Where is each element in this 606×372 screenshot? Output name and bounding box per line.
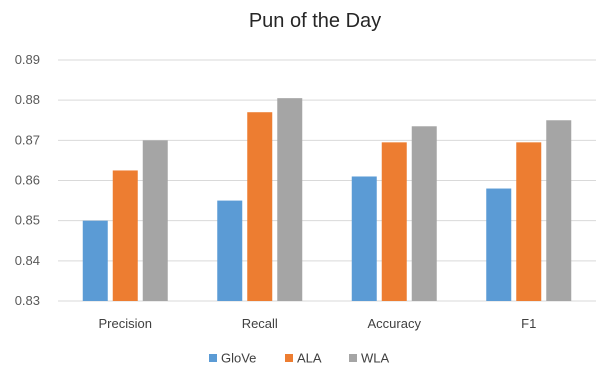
legend: GloVe ALA WLA [209, 351, 390, 366]
x-category-label: Precision [99, 316, 152, 331]
legend-label-glove: GloVe [221, 351, 256, 366]
bar-wla-recall [277, 98, 303, 302]
legend-label-ala: ALA [297, 351, 322, 366]
bar-glove-recall [217, 200, 243, 301]
gridlines [58, 59, 596, 302]
chart-title: Pun of the Day [249, 10, 381, 32]
bar-ala-accuracy [381, 142, 407, 301]
bar-glove-accuracy [351, 176, 377, 301]
y-tick-label: 0.84 [15, 253, 40, 268]
y-tick-label: 0.88 [15, 92, 40, 107]
bar-ala-f1 [516, 142, 542, 301]
x-category-label: Accuracy [368, 316, 422, 331]
x-category-label: Recall [242, 316, 278, 331]
bar-wla-accuracy [411, 126, 437, 302]
bar-ala-recall [247, 112, 273, 301]
x-axis-categories: Precision Recall Accuracy F1 [99, 316, 537, 331]
y-tick-label: 0.87 [15, 132, 40, 147]
y-tick-label: 0.86 [15, 173, 40, 188]
legend-swatch-wla [349, 354, 357, 362]
bar-ala-precision [112, 170, 138, 301]
bar-wla-f1 [546, 120, 572, 301]
x-category-label: F1 [521, 316, 536, 331]
legend-swatch-glove [209, 354, 217, 362]
bar-glove-f1 [486, 188, 512, 301]
y-tick-label: 0.83 [15, 293, 40, 308]
bar-glove-precision [82, 220, 108, 301]
bars [82, 98, 572, 302]
legend-swatch-ala [285, 354, 293, 362]
y-axis-ticks: 0.83 0.84 0.85 0.86 0.87 0.88 0.89 [15, 52, 40, 308]
y-tick-label: 0.89 [15, 52, 40, 67]
legend-label-wla: WLA [361, 351, 390, 366]
bar-wla-precision [142, 140, 168, 301]
y-tick-label: 0.85 [15, 213, 40, 228]
